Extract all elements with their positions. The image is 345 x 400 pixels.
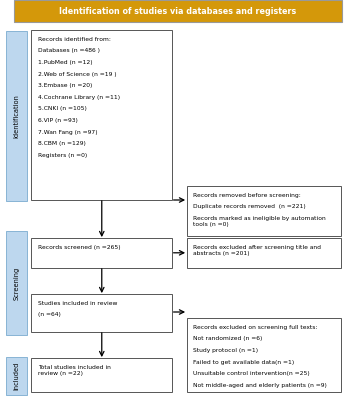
FancyBboxPatch shape [187, 238, 341, 268]
Text: Records excluded on screening full texts:

Not randomized (n =6)

Study protocol: Records excluded on screening full texts… [193, 325, 327, 388]
FancyBboxPatch shape [6, 31, 27, 201]
FancyBboxPatch shape [187, 318, 341, 392]
Text: Studies included in review

(n =64): Studies included in review (n =64) [38, 301, 117, 318]
Text: Records excluded after screening title and
abstracts (n =201): Records excluded after screening title a… [193, 245, 321, 256]
FancyBboxPatch shape [6, 357, 27, 395]
FancyBboxPatch shape [31, 294, 172, 332]
FancyBboxPatch shape [187, 186, 341, 236]
Bar [14, 0, 342, 22]
Text: Records identified from:

Databases (n =486 )

1.PubMed (n =12)

2.Web of Scienc: Records identified from: Databases (n =4… [38, 37, 120, 158]
Text: Records removed before screening:

Duplicate records removed  (n =221)

Records : Records removed before screening: Duplic… [193, 193, 326, 227]
Text: Records screened (n =265): Records screened (n =265) [38, 245, 120, 250]
FancyBboxPatch shape [31, 30, 172, 200]
FancyBboxPatch shape [6, 231, 27, 335]
FancyBboxPatch shape [31, 238, 172, 268]
Text: Identification of studies via databases and registers: Identification of studies via databases … [59, 6, 296, 16]
Text: Total studies included in
review (n =22): Total studies included in review (n =22) [38, 365, 111, 376]
Text: Identification: Identification [13, 94, 19, 138]
Text: Included: Included [13, 362, 19, 390]
Text: Screening: Screening [13, 266, 19, 300]
FancyBboxPatch shape [31, 358, 172, 392]
